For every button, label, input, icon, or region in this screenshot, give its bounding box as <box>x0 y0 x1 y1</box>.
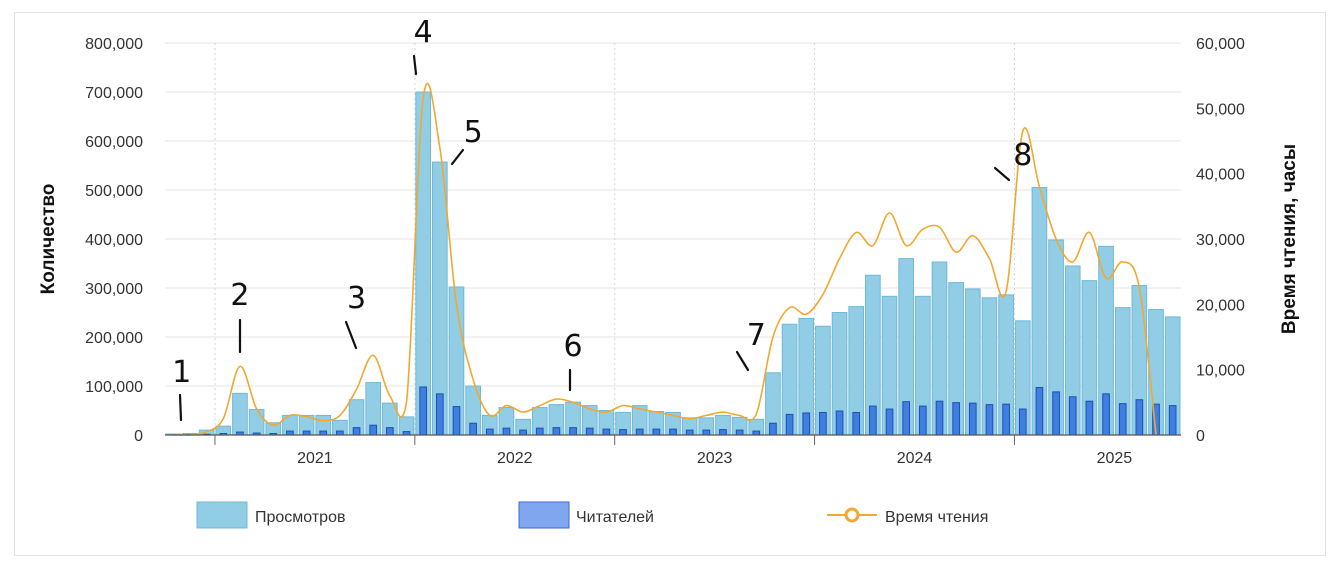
left-tick-label: 400,000 <box>85 232 143 249</box>
readers-bar <box>485 428 494 436</box>
legend: Просмотров Читателей Время чтения <box>196 501 988 529</box>
right-tick-label: 60,000 <box>1196 36 1245 53</box>
readers-bar <box>469 422 477 436</box>
annotation-number: 4 <box>414 15 433 50</box>
readers-bar <box>869 405 877 436</box>
readers-bar <box>802 412 811 436</box>
handwritten-annotations: 1 2 3 4 5 6 7 8 <box>172 15 1032 422</box>
readers-bar <box>985 404 994 436</box>
left-tick-label: 0 <box>134 428 143 445</box>
reading-time-curve <box>173 82 1157 436</box>
annotation-number: 3 <box>347 281 366 316</box>
readers-bar <box>719 429 727 436</box>
legend-readers-label: Читателей <box>576 509 654 526</box>
left-tick-label: 700,000 <box>85 85 143 102</box>
readers-bar <box>352 427 361 436</box>
readers-bar <box>669 428 677 436</box>
readers-bar <box>635 428 644 436</box>
left-tick-label: 200,000 <box>85 330 143 347</box>
readers-bar <box>885 408 894 436</box>
readers-bar <box>652 428 661 436</box>
legend-views-swatch <box>196 501 248 529</box>
legend-readers-swatch <box>518 501 570 529</box>
readers-bar <box>1102 393 1110 436</box>
annotation-number: 2 <box>230 278 249 313</box>
x-tick-label: 2024 <box>897 450 933 467</box>
views-bar <box>232 392 248 436</box>
left-tick-label: 600,000 <box>85 134 143 151</box>
readers-bar <box>1035 386 1044 436</box>
annotation-number: 7 <box>747 318 766 353</box>
annotation-number: 6 <box>564 329 583 364</box>
readers-bar <box>1135 399 1144 436</box>
readers-bar <box>502 427 511 436</box>
right-tick-label: 40,000 <box>1196 167 1245 184</box>
readers-bar <box>1068 396 1077 436</box>
readers-bar <box>952 402 960 436</box>
legend-views-label: Просмотров <box>255 509 345 526</box>
annotation-number: 8 <box>1013 138 1032 173</box>
left-axis-title: Количество <box>38 184 59 295</box>
readers-bar <box>585 427 594 436</box>
right-tick-label: 30,000 <box>1196 232 1245 249</box>
views-bar <box>248 409 265 436</box>
annotation-stroke <box>450 148 465 166</box>
x-tick-label: 2023 <box>697 450 733 467</box>
x-tick-label: 2022 <box>497 450 533 467</box>
annotation-stroke <box>993 166 1011 182</box>
readers-bar <box>602 428 611 436</box>
readers-bar <box>968 402 977 436</box>
readers-bar <box>419 386 427 436</box>
annotation-stroke <box>178 393 183 422</box>
left-tick-label: 500,000 <box>85 183 143 200</box>
right-tick-label: 20,000 <box>1196 297 1245 314</box>
readers-bar <box>769 422 777 436</box>
readers-bar <box>735 429 744 436</box>
readers-bar <box>1052 391 1060 436</box>
readers-bar <box>386 427 394 436</box>
right-tick-label: 50,000 <box>1196 101 1245 118</box>
axes: 0 100,000 200,000 300,000 400,000 500,000 600,… <box>85 36 1245 467</box>
readers-bar <box>1085 400 1094 436</box>
readers-bar <box>535 427 544 436</box>
right-axis-title: Время чтения, часы <box>1279 144 1300 334</box>
readers-bar <box>902 401 911 436</box>
readers-bar <box>435 393 444 436</box>
readers-bar <box>1168 405 1177 436</box>
readers-bar <box>702 429 711 436</box>
views-bar <box>415 91 431 436</box>
readers-bar <box>819 411 827 436</box>
left-tick-label: 300,000 <box>85 281 143 298</box>
reading-time-line <box>173 82 1157 436</box>
legend-reading-time-label: Время чтения <box>885 509 988 526</box>
annotation-stroke <box>412 54 418 76</box>
readers-bar <box>1118 403 1127 436</box>
readers-bar <box>452 406 461 436</box>
readers-bar <box>569 427 577 436</box>
readers-bar <box>1002 403 1010 436</box>
x-tick-label: 2025 <box>1097 450 1133 467</box>
readers-bar <box>619 429 627 436</box>
x-tick-label: 2021 <box>297 450 333 467</box>
readers-bar <box>919 405 927 436</box>
annotation-stroke <box>344 320 358 350</box>
readers-bar <box>369 424 378 436</box>
right-tick-label: 10,000 <box>1196 363 1245 380</box>
readers-bar <box>1018 408 1027 436</box>
legend-reading-time-marker <box>844 507 860 523</box>
left-tick-label: 100,000 <box>85 379 143 396</box>
readers-bar <box>785 413 794 436</box>
annotation-stroke <box>735 350 750 372</box>
readers-bar <box>935 400 944 436</box>
readers-bar <box>552 427 561 436</box>
annotation-number: 5 <box>464 115 483 150</box>
left-tick-label: 800,000 <box>85 36 143 53</box>
right-tick-label: 0 <box>1196 428 1205 445</box>
readers-bar <box>685 429 694 436</box>
annotation-number: 1 <box>172 355 191 390</box>
readers-bar <box>519 429 527 436</box>
readers-bar <box>835 410 844 436</box>
readers-bar <box>852 411 861 436</box>
